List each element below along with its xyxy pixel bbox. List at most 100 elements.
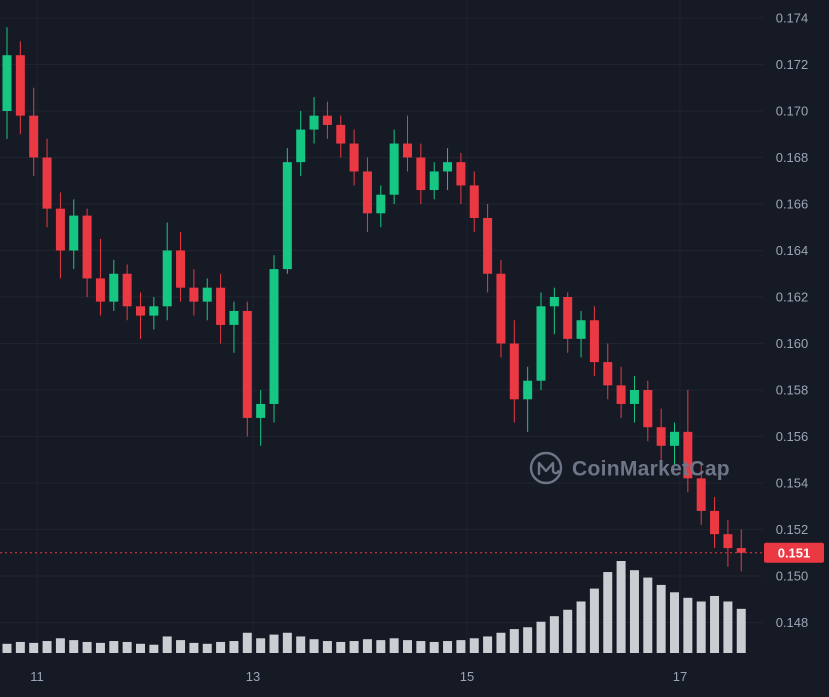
- volume-bar: [69, 640, 79, 653]
- volume-histogram: [2, 561, 746, 653]
- candle-down: [336, 124, 346, 144]
- volume-bar: [389, 638, 399, 653]
- volume-bar: [403, 640, 412, 653]
- volume-bar: [536, 621, 546, 653]
- chart-pane[interactable]: [0, 0, 763, 655]
- volume-bar: [589, 588, 599, 653]
- volume-bar: [362, 639, 372, 653]
- candle-down: [42, 157, 52, 209]
- candle-down: [603, 362, 613, 386]
- price-axis-label: 0.156: [776, 429, 809, 444]
- candle-up: [443, 162, 453, 172]
- price-axis-label: 0.164: [776, 243, 809, 258]
- candle-down: [95, 278, 105, 302]
- volume-bar: [322, 641, 332, 653]
- candle-up: [296, 129, 306, 163]
- candle-up: [2, 55, 12, 111]
- candle-down: [656, 427, 666, 446]
- candle-up: [429, 171, 439, 191]
- volume-bar: [603, 572, 613, 653]
- volume-bar: [683, 597, 693, 653]
- price-axis-label: 0.150: [776, 569, 809, 584]
- current-price-badge: 0.151: [764, 542, 824, 563]
- candle-down: [683, 431, 693, 479]
- candle-up: [523, 380, 533, 400]
- price-axis-labels: 0.174 0.172 0.170 0.168 0.166 0.164 0.162 0.160…: [776, 11, 809, 631]
- volume-bar: [710, 595, 720, 653]
- candle-down: [616, 385, 626, 404]
- candle-up: [149, 306, 159, 316]
- candle-up: [670, 431, 679, 446]
- volume-bar: [616, 561, 626, 653]
- price-axis-label: 0.172: [776, 57, 809, 72]
- volume-bar: [523, 627, 533, 653]
- time-axis-label: 13: [246, 669, 260, 684]
- volume-bar: [149, 644, 159, 653]
- volume-bar: [376, 640, 386, 653]
- candle-down: [189, 287, 199, 302]
- volume-bar: [349, 641, 359, 653]
- volume-bar: [82, 641, 92, 653]
- candle-down: [589, 320, 599, 363]
- volume-bar: [42, 641, 52, 653]
- candle-down: [456, 162, 466, 186]
- watermark: CoinMarketCap: [529, 451, 730, 485]
- candle-down: [643, 390, 653, 428]
- volume-bar: [29, 642, 39, 653]
- time-axis-scale[interactable]: [0, 655, 763, 697]
- volume-bar: [456, 640, 466, 653]
- candle-up: [282, 162, 292, 270]
- volume-bar: [549, 616, 559, 653]
- candle-up: [309, 115, 319, 130]
- candle-up: [389, 143, 399, 195]
- time-axis-label: 11: [30, 669, 44, 684]
- candle-down: [82, 215, 92, 279]
- volume-bar: [55, 638, 65, 653]
- time-axis-label: 15: [460, 669, 474, 684]
- candle-down: [723, 534, 733, 549]
- price-axis-scale[interactable]: [763, 0, 829, 655]
- candle-down: [29, 115, 39, 158]
- candle-up: [549, 297, 559, 307]
- candle-down: [469, 185, 479, 218]
- volume-bar: [256, 638, 266, 653]
- candle-up: [536, 306, 546, 381]
- volume-bar: [429, 641, 439, 653]
- candle-down: [563, 297, 573, 339]
- volume-bar: [496, 632, 506, 653]
- volume-bar: [696, 601, 706, 653]
- volume-bar: [483, 636, 493, 653]
- price-axis-label: 0.166: [776, 197, 809, 212]
- volume-bar: [216, 641, 226, 653]
- price-axis-label: 0.170: [776, 104, 809, 119]
- candle-down: [710, 510, 720, 535]
- volume-bar: [109, 641, 119, 653]
- coinmarketcap-logo-icon: [529, 451, 563, 485]
- candle-up: [256, 403, 266, 418]
- volume-bar: [189, 642, 199, 653]
- volume-bar: [122, 641, 132, 653]
- candle-down: [483, 217, 493, 274]
- candle-down: [403, 143, 412, 158]
- candle-down: [736, 548, 746, 553]
- volume-bar: [656, 584, 666, 653]
- candle-down: [136, 306, 145, 316]
- candle-down: [496, 273, 506, 344]
- candle-up: [69, 215, 79, 251]
- volume-bar: [136, 643, 145, 653]
- price-axis-label: 0.174: [776, 11, 809, 26]
- candle-down: [55, 208, 65, 251]
- candle-up: [629, 390, 639, 404]
- volume-bar: [336, 641, 346, 653]
- candle-down: [15, 55, 25, 116]
- watermark-text: CoinMarketCap: [572, 458, 730, 481]
- candles-layer: [2, 27, 746, 572]
- candle-up: [376, 194, 386, 214]
- volume-bar: [296, 636, 306, 653]
- volume-bar: [2, 643, 12, 653]
- volume-bar: [643, 577, 653, 653]
- volume-bar: [269, 634, 279, 653]
- candle-down: [349, 143, 359, 172]
- price-axis-label: 0.154: [776, 476, 809, 491]
